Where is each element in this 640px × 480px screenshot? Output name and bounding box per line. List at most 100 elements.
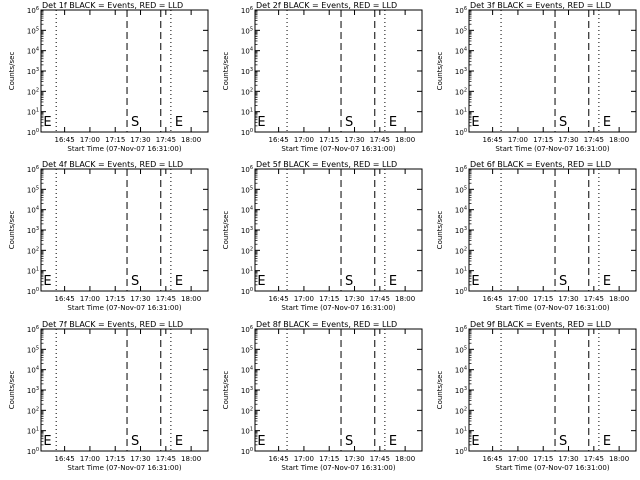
x-axis-label: Start Time (07-Nov-07 16:31:00) (281, 145, 395, 153)
y-axis-label: Counts/sec (222, 52, 230, 91)
y-tick-label: 104 (455, 206, 467, 215)
y-tick-label: 105 (27, 185, 39, 194)
y-tick-label: 103 (241, 226, 253, 235)
y-tick-label: 104 (241, 47, 253, 56)
x-tick-label: 17:00 (508, 295, 528, 303)
x-tick-label: 18:00 (609, 295, 629, 303)
y-axis-label: Counts/sec (436, 52, 444, 91)
annotation-label: E (257, 274, 265, 289)
x-tick-label: 17:15 (319, 295, 339, 303)
y-tick-label: 102 (27, 406, 39, 415)
x-tick-label: 17:30 (558, 136, 578, 144)
time-marker-label: E (389, 274, 397, 289)
panel-title: Det 3f BLACK = Events, RED = LLD (470, 1, 611, 10)
detector-panel: Det 8f BLACK = Events, RED = LLD 100 101 10… (222, 320, 423, 472)
y-tick-label: 102 (455, 246, 467, 255)
x-tick-label: 17:45 (584, 295, 604, 303)
y-tick-label: 102 (241, 406, 253, 415)
y-tick-label: 103 (241, 67, 253, 76)
x-tick-label: 18:00 (609, 455, 629, 463)
y-tick-label: 101 (455, 427, 467, 436)
time-marker-label: E (603, 274, 611, 289)
x-tick-label: 17:45 (156, 455, 176, 463)
x-tick-label: 16:45 (269, 136, 289, 144)
x-tick-label: 18:00 (181, 455, 201, 463)
x-axis-label: Start Time (07-Nov-07 16:31:00) (495, 464, 609, 472)
y-tick-label: 101 (27, 108, 39, 117)
x-tick-label: 16:45 (55, 455, 75, 463)
y-tick-label: 106 (27, 6, 39, 15)
y-tick-label: 104 (241, 366, 253, 375)
x-tick-label: 17:45 (370, 136, 390, 144)
x-tick-label: 17:15 (533, 136, 553, 144)
panel-title: Det 4f BLACK = Events, RED = LLD (42, 160, 183, 169)
y-tick-label: 102 (27, 87, 39, 96)
y-tick-label: 102 (241, 87, 253, 96)
y-tick-label: 105 (27, 345, 39, 354)
y-tick-label: 106 (27, 325, 39, 334)
x-tick-label: 17:15 (319, 136, 339, 144)
y-tick-label: 101 (455, 267, 467, 276)
y-tick-label: 100 (455, 128, 467, 137)
x-tick-label: 17:00 (294, 295, 314, 303)
y-tick-label: 105 (241, 26, 253, 35)
y-axis-label: Counts/sec (222, 371, 230, 410)
plot-frame (468, 9, 637, 133)
y-tick-label: 102 (27, 246, 39, 255)
y-tick-label: 100 (455, 287, 467, 296)
x-tick-label: 17:30 (130, 295, 150, 303)
y-tick-label: 104 (27, 366, 39, 375)
x-axis-label: Start Time (07-Nov-07 16:31:00) (281, 464, 395, 472)
detector-panel: Det 2f BLACK = Events, RED = LLD 100 101 10… (222, 1, 423, 153)
time-marker-label: S (131, 434, 139, 449)
time-marker-label: S (131, 115, 139, 130)
x-tick-label: 17:45 (156, 136, 176, 144)
x-tick-label: 18:00 (181, 295, 201, 303)
annotation-label: E (471, 274, 479, 289)
time-marker-label: E (175, 434, 183, 449)
x-tick-label: 17:00 (80, 136, 100, 144)
y-axis-label: Counts/sec (436, 211, 444, 250)
y-tick-label: 106 (241, 325, 253, 334)
y-tick-label: 105 (241, 345, 253, 354)
y-tick-label: 103 (27, 386, 39, 395)
x-tick-label: 17:30 (344, 136, 364, 144)
x-tick-label: 16:45 (483, 136, 503, 144)
y-tick-label: 104 (27, 47, 39, 56)
y-tick-label: 105 (27, 26, 39, 35)
x-tick-label: 17:15 (105, 295, 125, 303)
plot-frame (254, 168, 423, 292)
y-tick-label: 102 (455, 87, 467, 96)
time-marker-label: S (345, 434, 353, 449)
y-tick-label: 103 (241, 386, 253, 395)
x-tick-label: 17:00 (80, 455, 100, 463)
y-tick-label: 102 (241, 246, 253, 255)
x-tick-label: 16:45 (483, 455, 503, 463)
y-tick-label: 100 (241, 128, 253, 137)
y-tick-label: 105 (241, 185, 253, 194)
y-tick-label: 104 (241, 206, 253, 215)
x-tick-label: 17:45 (156, 295, 176, 303)
y-tick-label: 104 (455, 47, 467, 56)
detector-panel: Det 5f BLACK = Events, RED = LLD 100 101 10… (222, 160, 423, 312)
y-tick-label: 100 (27, 447, 39, 456)
x-tick-label: 17:15 (533, 295, 553, 303)
x-tick-label: 17:00 (508, 455, 528, 463)
panel-title: Det 2f BLACK = Events, RED = LLD (256, 1, 397, 10)
annotation-label: E (471, 115, 479, 130)
y-tick-label: 104 (455, 366, 467, 375)
y-tick-label: 103 (455, 67, 467, 76)
time-marker-label: S (559, 434, 567, 449)
x-tick-label: 17:30 (344, 455, 364, 463)
y-tick-label: 102 (455, 406, 467, 415)
time-marker-label: E (389, 115, 397, 130)
y-tick-label: 100 (241, 287, 253, 296)
time-marker-label: S (345, 115, 353, 130)
x-axis-label: Start Time (07-Nov-07 16:31:00) (495, 145, 609, 153)
x-tick-label: 18:00 (395, 295, 415, 303)
panel-title: Det 9f BLACK = Events, RED = LLD (470, 320, 611, 329)
x-tick-label: 18:00 (609, 136, 629, 144)
y-axis-label: Counts/sec (8, 52, 16, 91)
annotation-label: E (257, 115, 265, 130)
time-marker-label: E (175, 115, 183, 130)
